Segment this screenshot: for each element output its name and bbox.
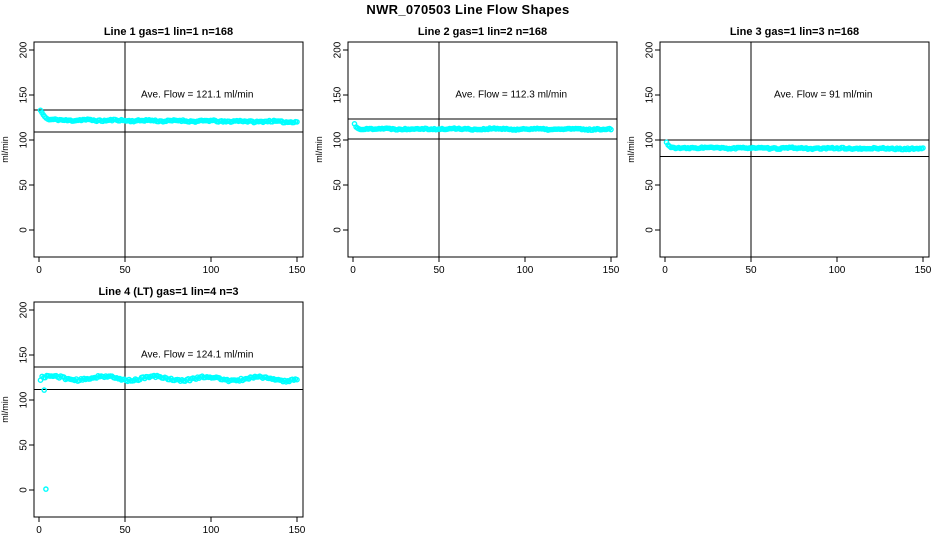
- ave-flow-annotation: Ave. Flow = 112.3 ml/min: [455, 90, 567, 101]
- plot-box: [347, 41, 618, 258]
- subplot-line-1: Line 1 gas=1 lin=1 n=168 0 50 100 150 0 50 100 1…: [0, 24, 312, 286]
- scatter-points: [37, 107, 300, 126]
- x-tick-label: 100: [203, 265, 220, 276]
- y-tick-label: 50: [333, 179, 344, 191]
- x-tick-label: 50: [433, 265, 445, 276]
- subplot-title: Line 3 gas=1 lin=3 n=168: [730, 26, 859, 38]
- subplot-line-3-svg: Line 3 gas=1 lin=3 n=168 0 50 100 150 0 50 100 1…: [626, 26, 932, 276]
- y-tick-label: 200: [19, 41, 30, 58]
- y-tick-label: 0: [645, 227, 656, 233]
- y-tick-label: 200: [19, 301, 30, 318]
- outlier-point: [43, 486, 49, 492]
- y-tick-label: 0: [333, 227, 344, 233]
- y-tick-label: 0: [19, 227, 30, 233]
- y-tick-label: 100: [19, 131, 30, 148]
- ave-flow-annotation: Ave. Flow = 121.1 ml/min: [141, 90, 253, 101]
- scatter-points: [351, 121, 614, 133]
- subplot-title: Line 2 gas=1 lin=2 n=168: [418, 26, 547, 38]
- x-tick-label: 50: [119, 525, 131, 536]
- scatter-points: [663, 139, 926, 153]
- data-point: [608, 126, 614, 133]
- data-point: [920, 145, 926, 151]
- y-axis-label: ml/min: [0, 136, 10, 163]
- x-tick-label: 0: [350, 265, 356, 276]
- data-point: [294, 376, 300, 383]
- scatter-points: [37, 372, 300, 492]
- y-axis-label: ml/min: [626, 136, 636, 163]
- x-tick-label: 150: [289, 525, 306, 536]
- x-tick-label: 50: [745, 265, 757, 276]
- x-tick-label: 150: [603, 265, 620, 276]
- plot-box: [33, 301, 304, 518]
- y-axis-label: ml/min: [0, 396, 10, 423]
- x-tick-label: 100: [829, 265, 846, 276]
- y-tick-label: 100: [333, 131, 344, 148]
- plot-box: [659, 41, 930, 258]
- page-title: NWR_070503 Line Flow Shapes: [366, 2, 570, 17]
- y-tick-label: 200: [645, 41, 656, 58]
- y-tick-label: 100: [19, 391, 30, 408]
- subplot-line-3: Line 3 gas=1 lin=3 n=168 0 50 100 150 0 50 100 1…: [626, 24, 936, 286]
- outlier-point: [41, 387, 48, 393]
- y-axis-label: ml/min: [314, 136, 324, 163]
- ave-flow-annotation: Ave. Flow = 91 ml/min: [774, 90, 872, 101]
- subplot-line-4-svg: Line 4 (LT) gas=1 lin=4 n=3 0 50 100 150 0 50 1…: [0, 286, 306, 536]
- y-tick-label: 150: [333, 86, 344, 103]
- y-tick-label: 150: [19, 86, 30, 103]
- x-tick-label: 50: [119, 265, 131, 276]
- plot-box: [33, 41, 304, 258]
- subplot-line-4: Line 4 (LT) gas=1 lin=4 n=3 0 50 100 150 0 50 1…: [0, 284, 312, 540]
- subplot-title: Line 1 gas=1 lin=1 n=168: [104, 26, 233, 38]
- subplot-line-2: Line 2 gas=1 lin=2 n=168 0 50 100 150 0 50 100 1…: [314, 24, 626, 286]
- y-tick-label: 0: [19, 487, 30, 493]
- x-tick-label: 0: [662, 265, 668, 276]
- subplot-line-2-svg: Line 2 gas=1 lin=2 n=168 0 50 100 150 0 50 100 1…: [314, 26, 620, 276]
- y-tick-label: 50: [19, 179, 30, 191]
- y-tick-label: 200: [333, 41, 344, 58]
- y-tick-label: 150: [645, 86, 656, 103]
- y-tick-label: 50: [19, 439, 30, 451]
- y-tick-label: 150: [19, 346, 30, 363]
- ave-flow-annotation: Ave. Flow = 124.1 ml/min: [141, 350, 253, 361]
- data-point: [294, 119, 300, 125]
- x-tick-label: 100: [203, 525, 220, 536]
- x-tick-label: 100: [517, 265, 534, 276]
- x-tick-label: 150: [915, 265, 932, 276]
- subplot-line-1-svg: Line 1 gas=1 lin=1 n=168 0 50 100 150 0 50 100 1…: [0, 26, 306, 276]
- y-tick-label: 50: [645, 179, 656, 191]
- subplot-title: Line 4 (LT) gas=1 lin=4 n=3: [98, 286, 238, 298]
- y-tick-label: 100: [645, 131, 656, 148]
- x-tick-label: 150: [289, 265, 306, 276]
- x-tick-label: 0: [36, 525, 42, 536]
- x-tick-label: 0: [36, 265, 42, 276]
